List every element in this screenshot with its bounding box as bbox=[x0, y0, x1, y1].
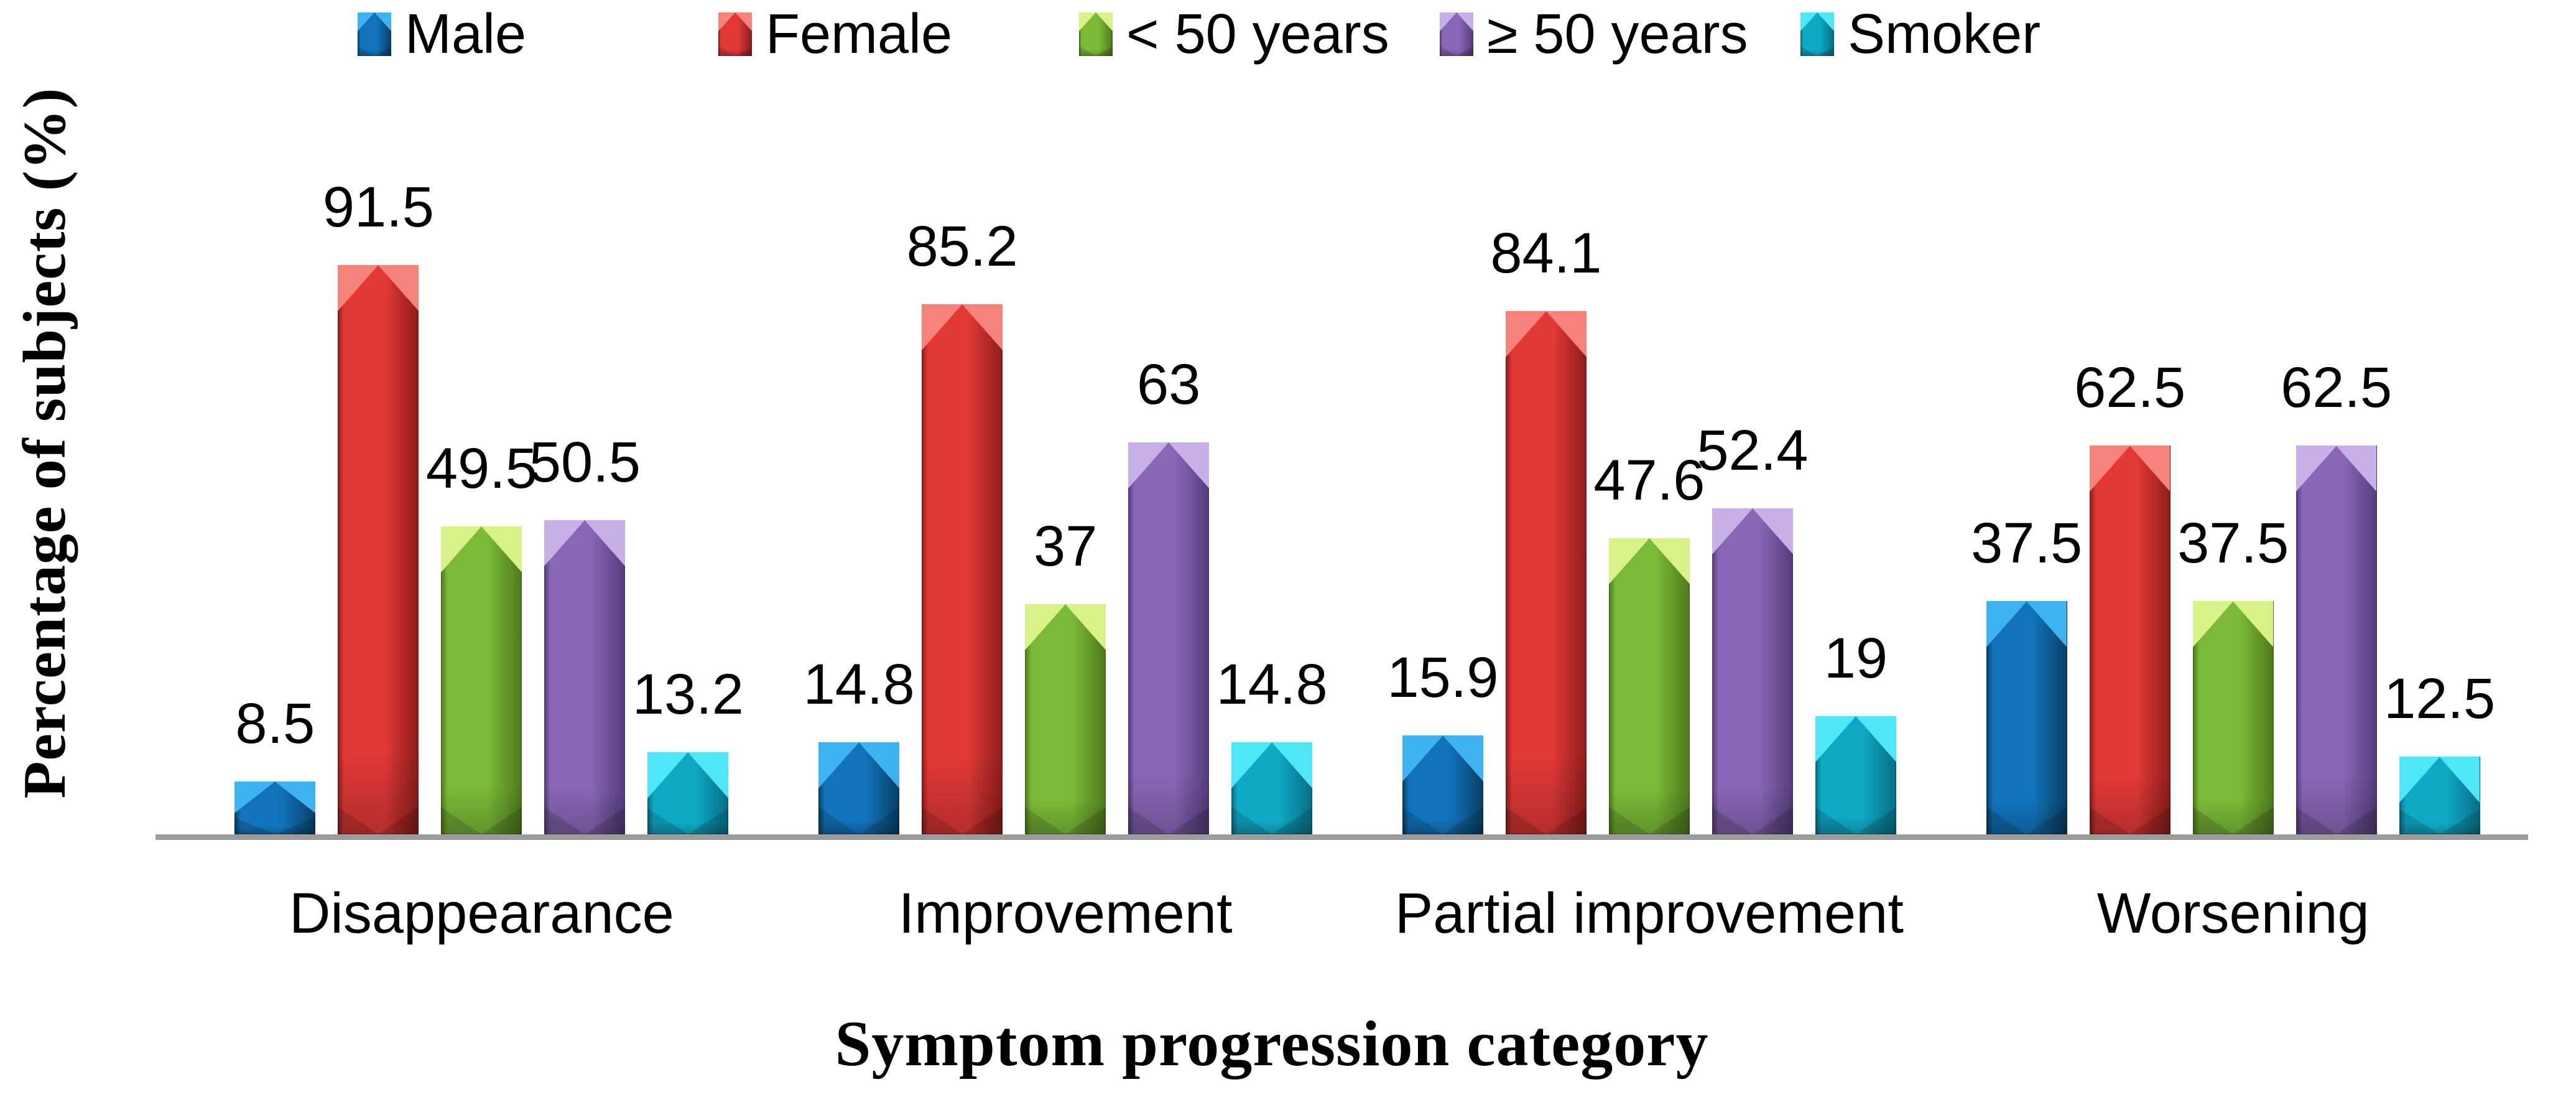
category-label: Worsening bbox=[2096, 882, 2370, 945]
bar bbox=[1815, 716, 1896, 834]
bar bbox=[1986, 601, 2067, 834]
bar-value-label: 37 bbox=[1033, 515, 1098, 579]
legend-item: Female bbox=[718, 6, 952, 62]
bar-group: 8.5 91.5 49.5 50.5 13.2 bbox=[190, 177, 774, 834]
bar-column: 13.2 bbox=[632, 665, 744, 834]
bar-value-label: 49.5 bbox=[425, 437, 537, 501]
legend-item: Male bbox=[358, 6, 526, 62]
bar-value-label: 14.8 bbox=[1216, 653, 1328, 717]
bar-column: 91.5 bbox=[323, 177, 434, 834]
bar bbox=[922, 304, 1003, 834]
bar bbox=[234, 781, 316, 834]
legend: Male Female < 50 years ≥ 50 years Smoker bbox=[358, 6, 2161, 62]
legend-label: Female bbox=[766, 3, 953, 65]
bar-value-label: 15.9 bbox=[1387, 646, 1499, 710]
bar-column: 50.5 bbox=[529, 432, 641, 834]
bar-group: 37.5 62.5 37.5 62.5 12.5 bbox=[1941, 358, 2525, 834]
legend-swatch-icon bbox=[358, 12, 391, 56]
bar bbox=[1128, 442, 1210, 834]
bar-column: 47.6 bbox=[1593, 450, 1705, 834]
legend-label: ≥ 50 years bbox=[1487, 3, 1748, 65]
bar bbox=[2296, 445, 2377, 834]
bar bbox=[544, 520, 626, 834]
bar-column: 15.9 bbox=[1387, 648, 1498, 834]
bar-column: 84.1 bbox=[1490, 223, 1601, 834]
bar-value-label: 52.4 bbox=[1697, 419, 1809, 483]
plot-area: 8.5 91.5 49.5 50.5 13.2 14.8 85.2 37 63 14.8 15.9 8… bbox=[159, 177, 2525, 834]
bar-value-label: 62.5 bbox=[2074, 356, 2186, 420]
legend-swatch-icon bbox=[1440, 12, 1473, 56]
bar-column: 12.5 bbox=[2384, 669, 2495, 834]
bar bbox=[1712, 508, 1793, 834]
bar-group: 15.9 84.1 47.6 52.4 19 bbox=[1358, 223, 1942, 834]
bar-column: 14.8 bbox=[804, 655, 915, 834]
bar-group: 14.8 85.2 37 63 14.8 bbox=[774, 217, 1358, 834]
bar-value-label: 63 bbox=[1136, 353, 1201, 417]
legend-label: Smoker bbox=[1848, 3, 2041, 65]
legend-label: < 50 years bbox=[1126, 3, 1389, 65]
bar-value-label: 62.5 bbox=[2281, 356, 2393, 420]
y-axis-title: Percentage of subjects (%) bbox=[11, 87, 78, 799]
category-label: Improvement bbox=[898, 882, 1233, 945]
bar-column: 52.4 bbox=[1697, 421, 1808, 834]
bar bbox=[1505, 311, 1587, 834]
bar bbox=[2399, 757, 2480, 834]
bar-column: 62.5 bbox=[2281, 358, 2392, 834]
bar-value-label: 13.2 bbox=[632, 663, 744, 727]
bar-value-label: 19 bbox=[1823, 627, 1888, 691]
bar-column: 37 bbox=[1025, 516, 1106, 834]
bar bbox=[1231, 742, 1313, 834]
bar-value-label: 47.6 bbox=[1593, 449, 1705, 513]
bar-value-label: 37.5 bbox=[2177, 511, 2289, 576]
bar bbox=[1025, 604, 1106, 834]
bar-value-label: 8.5 bbox=[235, 692, 315, 756]
bar-column: 19 bbox=[1815, 628, 1896, 834]
bar-value-label: 37.5 bbox=[1971, 511, 2083, 576]
bar bbox=[2192, 601, 2274, 834]
legend-item: ≥ 50 years bbox=[1440, 6, 1748, 62]
bar bbox=[1402, 735, 1483, 834]
legend-item: Smoker bbox=[1800, 6, 2041, 62]
bar bbox=[338, 265, 419, 834]
bar-value-label: 12.5 bbox=[2384, 667, 2496, 731]
bar bbox=[647, 752, 729, 834]
category-axis-labels: Disappearance Improvement Partial improvem… bbox=[159, 882, 2525, 945]
bar-column: 37.5 bbox=[1971, 513, 2082, 834]
legend-swatch-icon bbox=[1079, 12, 1113, 56]
category-label: Partial improvement bbox=[1394, 882, 1904, 945]
bar-column: 8.5 bbox=[234, 692, 316, 834]
legend-swatch-icon bbox=[718, 12, 752, 56]
bar-column: 63 bbox=[1128, 353, 1210, 834]
bar-column: 37.5 bbox=[2177, 513, 2289, 834]
bar-column: 14.8 bbox=[1216, 655, 1328, 834]
x-axis-title: Symptom progression category bbox=[835, 1008, 1709, 1080]
legend-swatch-icon bbox=[1800, 12, 1834, 56]
legend-item: < 50 years bbox=[1079, 6, 1389, 62]
bar bbox=[2089, 445, 2171, 834]
bar bbox=[1608, 538, 1690, 834]
bar-value-label: 85.2 bbox=[906, 215, 1018, 279]
bar bbox=[441, 526, 522, 834]
bar-value-label: 91.5 bbox=[322, 175, 434, 240]
bar-column: 62.5 bbox=[2074, 358, 2185, 834]
x-axis-line bbox=[155, 834, 2528, 840]
bar-value-label: 14.8 bbox=[803, 653, 915, 717]
bar-value-label: 84.1 bbox=[1490, 222, 1602, 286]
bar-column: 49.5 bbox=[426, 439, 537, 834]
bar-value-label: 50.5 bbox=[529, 431, 641, 495]
legend-label: Male bbox=[405, 3, 527, 65]
bar-column: 85.2 bbox=[907, 217, 1018, 834]
bar bbox=[818, 742, 900, 834]
category-label: Disappearance bbox=[289, 882, 674, 945]
